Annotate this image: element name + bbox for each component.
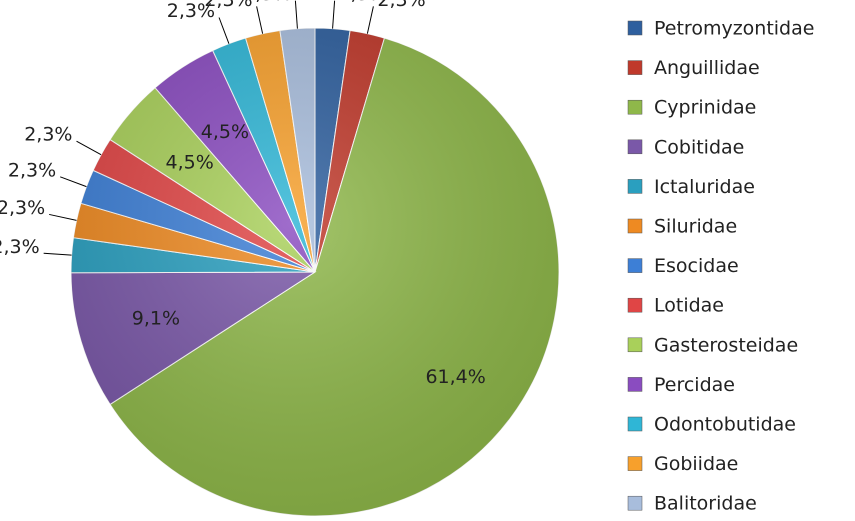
- data-label: 2,3%: [204, 0, 252, 11]
- data-label: 2,3%: [167, 0, 215, 22]
- legend-label: Odontobutidae: [654, 414, 796, 436]
- legend-label: Gasterosteidae: [654, 334, 798, 356]
- leader-line: [49, 213, 77, 221]
- data-label: 2,3%: [0, 197, 45, 219]
- data-label: 61,4%: [425, 366, 485, 388]
- legend-swatch: [627, 495, 643, 511]
- legend-label: Esocidae: [654, 255, 739, 277]
- legend-swatch: [627, 218, 643, 234]
- data-label: 2,3%: [8, 159, 56, 181]
- legend-label: Lotidae: [654, 295, 724, 317]
- legend-label: Cobitidae: [654, 136, 744, 158]
- legend-label: Ictaluridae: [654, 176, 755, 198]
- legend-swatch: [627, 377, 643, 392]
- legend-swatch: [627, 258, 643, 273]
- leader-line: [366, 6, 374, 34]
- legend-label: Gobiidae: [654, 453, 738, 475]
- legend-swatch: [627, 139, 643, 155]
- legend-swatch: [627, 60, 643, 75]
- data-label: 4,5%: [201, 121, 249, 143]
- data-label: 2,3%: [0, 236, 40, 258]
- legend-swatch: [627, 456, 643, 471]
- data-label: 2,3%: [243, 0, 291, 5]
- leader-line: [256, 6, 264, 34]
- leader-line: [43, 252, 72, 256]
- legend-swatch: [627, 297, 643, 313]
- legend-swatch: [627, 179, 643, 194]
- legend-label: Balitoridae: [654, 493, 757, 515]
- data-label: 4,5%: [166, 152, 214, 174]
- data-label: 2,3%: [377, 0, 425, 11]
- data-label: 2,3%: [339, 0, 387, 5]
- legend-swatch: [627, 337, 643, 353]
- legend-swatch: [627, 416, 643, 432]
- leader-line: [60, 176, 87, 188]
- legend-swatch: [627, 20, 643, 36]
- leader-line: [76, 140, 102, 156]
- leader-line: [218, 17, 230, 44]
- legend-label: Cyprinidae: [654, 97, 756, 119]
- legend-label: Anguillidae: [654, 57, 760, 79]
- leader-line: [332, 0, 336, 29]
- legend-label: Siluridae: [654, 216, 737, 238]
- leader-line: [294, 0, 298, 29]
- data-label: 2,3%: [24, 124, 72, 146]
- legend-swatch: [627, 99, 643, 115]
- data-label: 9,1%: [132, 308, 180, 330]
- legend-label: Petromyzontidae: [654, 18, 814, 40]
- legend-label: Percidae: [654, 374, 735, 396]
